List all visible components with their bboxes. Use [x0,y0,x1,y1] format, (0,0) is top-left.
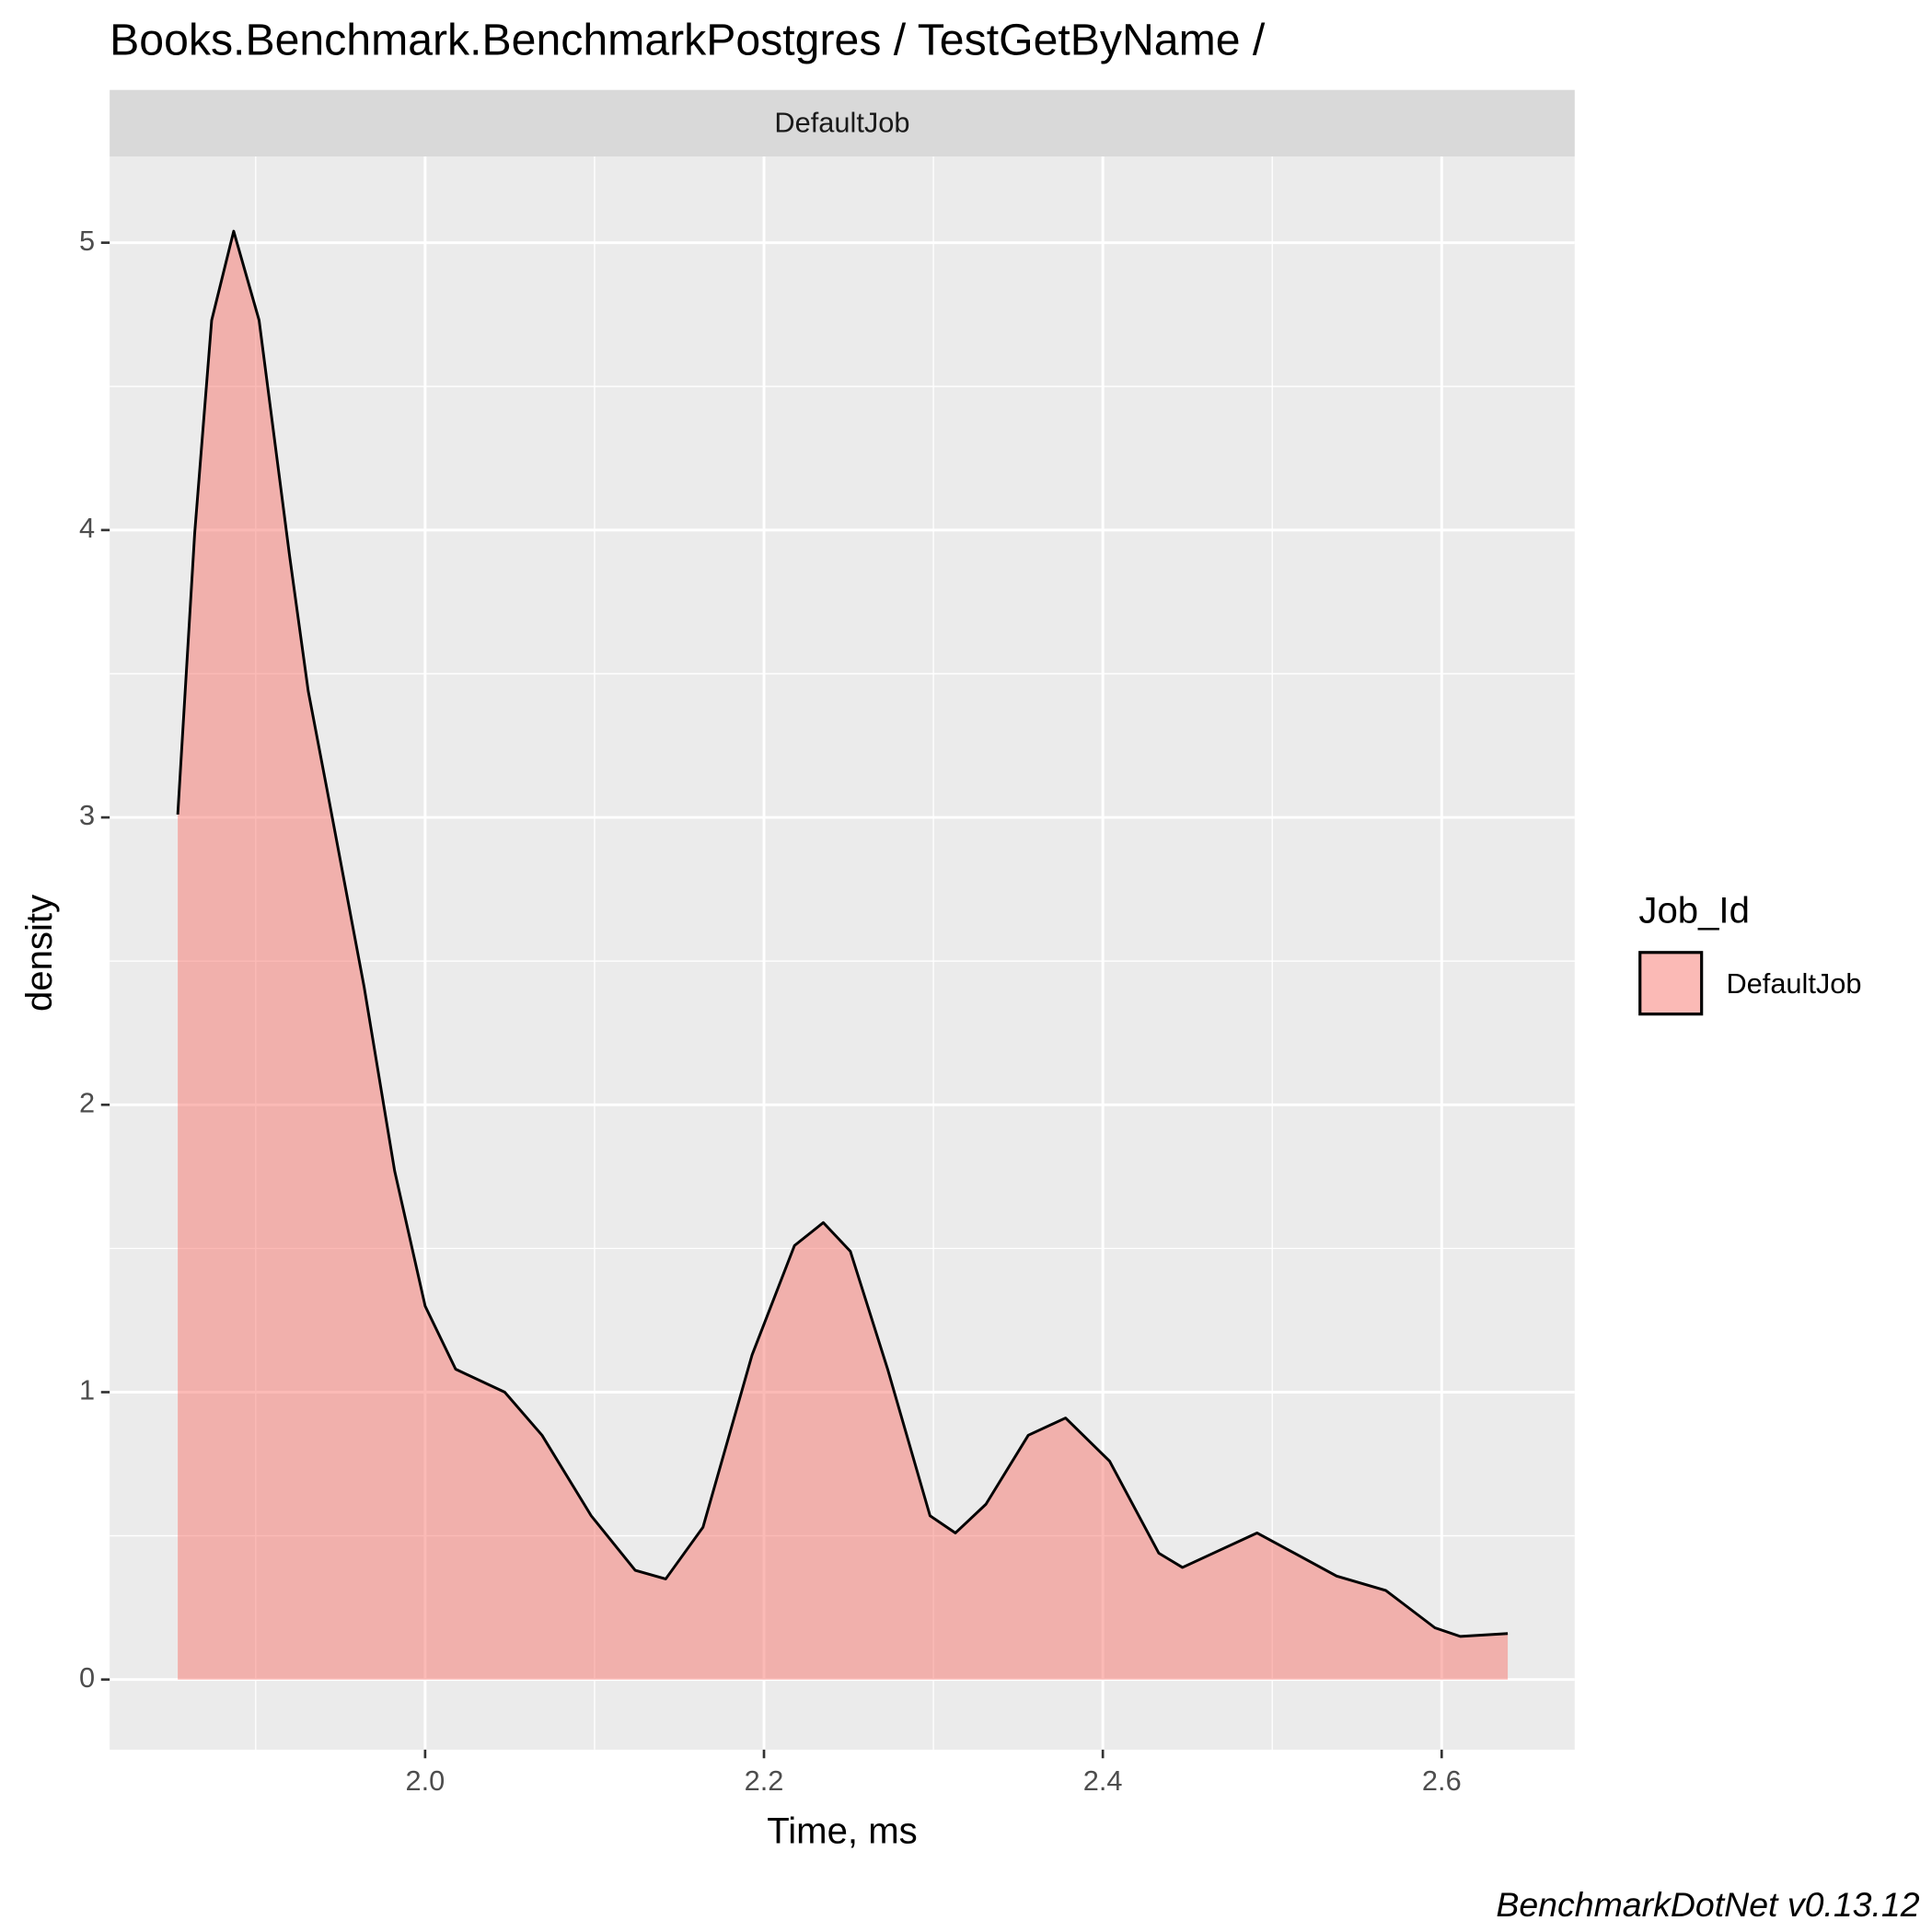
x-tick-label: 2.6 [1422,1764,1462,1797]
y-tick-label: 2 [79,1086,95,1118]
facet-strip [110,89,1575,157]
legend-title: Job_Id [1638,890,1750,931]
x-axis-label: Time, ms [767,1811,918,1852]
caption: BenchmarkDotNet v0.13.12 [1496,1885,1919,1924]
legend-key [1638,951,1704,1016]
y-tick-label: 4 [79,512,95,544]
density-area [178,231,1509,1680]
x-tick-label: 2.0 [405,1764,445,1797]
density-line [176,229,1509,1638]
y-tick-label: 0 [79,1661,95,1694]
y-axis-label: density [18,895,60,1012]
chart-title: Books.Benchmark.BenchmarkPostgres / Test… [110,16,1266,65]
strip-label: DefaultJob [774,106,909,138]
y-tick-label: 1 [79,1374,95,1406]
x-tick-label: 2.4 [1083,1764,1123,1797]
legend-label: DefaultJob [1726,967,1861,1000]
x-tick-label: 2.2 [745,1764,784,1797]
y-tick-label: 3 [79,799,95,831]
y-tick-label: 5 [79,225,95,257]
